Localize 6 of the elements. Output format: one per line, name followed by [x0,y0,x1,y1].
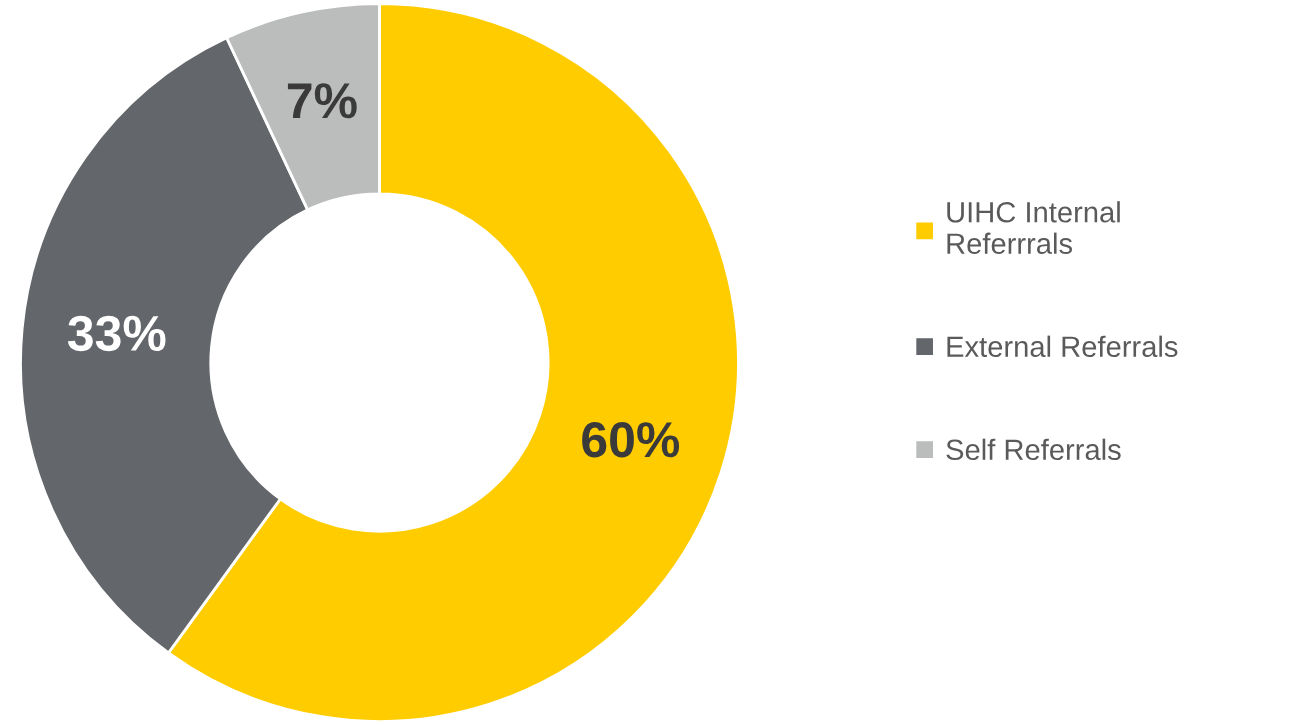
data-label: 7% [287,83,357,119]
legend-label: External Referrals [947,335,1178,358]
data-label: 33% [67,315,166,352]
legend-label: UIHC Internal Referrrals [947,201,1120,255]
data-label: 60% [582,422,680,458]
legend-label: Self Referrals [946,438,1121,461]
